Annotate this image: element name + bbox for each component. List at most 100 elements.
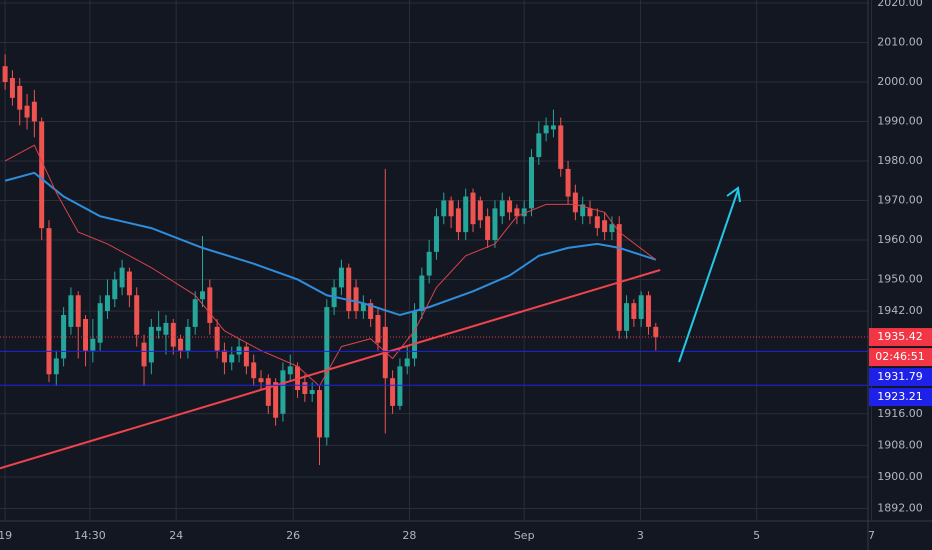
candle-body	[309, 390, 315, 395]
x-tick-label: 3	[637, 529, 644, 542]
candle-body	[536, 133, 542, 158]
y-tick-label: 1892.00	[877, 502, 923, 515]
price-label: 1935.42	[877, 330, 923, 343]
candle-body	[2, 66, 8, 82]
candle-body	[616, 224, 622, 331]
candle-body	[419, 275, 425, 312]
y-tick-label: 1900.00	[877, 470, 923, 483]
candle-body	[514, 208, 520, 217]
candle-body	[31, 101, 37, 122]
candle-body	[104, 295, 110, 312]
candle-body	[17, 85, 23, 110]
candle-body	[580, 204, 586, 217]
price-label-box	[869, 328, 932, 347]
y-tick-label: 1916.00	[877, 407, 923, 420]
candle-body	[53, 358, 59, 375]
candle-body	[141, 342, 147, 367]
candle-body	[448, 200, 454, 217]
candle-body	[477, 200, 483, 221]
indicator-line	[4, 144, 657, 387]
arrow-annotation	[678, 186, 741, 363]
y-tick-label: 1980.00	[877, 154, 923, 167]
candle-body	[433, 216, 439, 252]
candle-body	[24, 105, 30, 118]
y-tick-label: 1990.00	[877, 114, 923, 127]
candle-body	[653, 326, 659, 338]
candle-body	[499, 200, 505, 217]
candle-body	[426, 251, 432, 276]
candle-body	[148, 326, 154, 363]
candle-body	[594, 216, 600, 229]
candle-body	[602, 220, 608, 233]
candle-body	[368, 303, 374, 319]
candle-body	[170, 322, 176, 347]
candle-body	[441, 200, 447, 217]
grid	[0, 0, 872, 520]
candle-body	[46, 228, 52, 375]
candle-body	[543, 125, 549, 134]
candle-body	[221, 350, 227, 363]
candle-body	[163, 322, 169, 335]
candle-body	[251, 362, 257, 379]
candle-body	[214, 326, 220, 351]
candle-body	[470, 192, 476, 225]
candle-body	[302, 382, 308, 395]
candle-body	[9, 78, 15, 98]
candle-body	[463, 196, 469, 233]
candle-body	[346, 267, 352, 312]
candle-body	[492, 208, 498, 240]
candle-body	[572, 192, 578, 213]
candle-body	[390, 378, 396, 406]
candle-body	[258, 378, 264, 383]
x-tick-label: 14:30	[74, 529, 106, 542]
candle-body	[587, 208, 593, 217]
candle-body	[126, 271, 132, 296]
candle-body	[316, 390, 322, 438]
candle-body	[638, 295, 644, 319]
y-tick-label: 2020.00	[877, 0, 923, 9]
y-tick-label: 1942.00	[877, 304, 923, 317]
candle-body	[90, 338, 96, 351]
countdown-label: 02:46:51	[875, 350, 924, 363]
candle-body	[236, 346, 242, 355]
candle-body	[229, 354, 235, 363]
candle-body	[280, 370, 286, 414]
x-tick-label: 26	[286, 529, 300, 542]
y-tick-label: 1950.00	[877, 272, 923, 285]
candle-body	[265, 378, 271, 406]
candle-body	[645, 295, 651, 327]
indicator-line	[4, 171, 657, 317]
candle-body	[134, 295, 140, 335]
x-tick-label: 28	[402, 529, 416, 542]
candle-body	[207, 287, 213, 323]
candle-body	[375, 315, 381, 343]
x-tick-label: 7	[868, 529, 875, 542]
candle-body	[609, 224, 615, 233]
candle-body	[75, 295, 81, 327]
candle-body	[412, 311, 418, 359]
candle-body	[455, 208, 461, 233]
candle-body	[624, 303, 630, 331]
candle-body	[200, 291, 206, 300]
x-tick-label: Sep	[514, 529, 535, 542]
candle-body	[338, 267, 344, 288]
candle-body	[68, 295, 74, 327]
indicator-line	[0, 269, 661, 470]
candle-body	[397, 366, 403, 406]
candle-body	[83, 318, 89, 351]
candle-body	[521, 208, 527, 217]
x-tick-label: 19	[0, 529, 12, 542]
plot	[0, 54, 868, 470]
candle-body	[550, 125, 556, 130]
x-tick-label: 5	[753, 529, 760, 542]
candle-body	[39, 121, 45, 229]
y-tick-label: 1970.00	[877, 193, 923, 206]
candle-body	[273, 382, 279, 418]
candle-body	[404, 358, 410, 367]
countdown-box	[869, 348, 932, 367]
candle-body	[119, 267, 125, 288]
candle-body	[112, 279, 118, 300]
